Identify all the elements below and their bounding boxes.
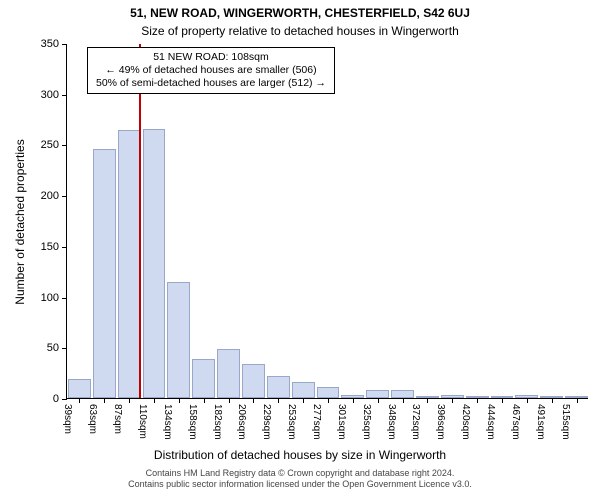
x-tick-label: 515sqm [560, 404, 571, 440]
footer-text: Contains HM Land Registry data © Crown c… [0, 468, 600, 491]
bar [143, 129, 166, 398]
bar [217, 349, 240, 398]
y-tick-label: 150 [41, 241, 67, 253]
x-tick-label: 277sqm [311, 404, 322, 440]
x-tick-mark [303, 398, 304, 403]
x-tick-mark [79, 398, 80, 403]
bar [118, 130, 141, 398]
bar [167, 282, 190, 398]
bar [93, 149, 116, 399]
x-tick-label: 491sqm [535, 404, 546, 440]
x-tick-label: 444sqm [485, 404, 496, 440]
x-tick-label: 467sqm [510, 404, 521, 440]
x-tick-mark [278, 398, 279, 403]
x-tick-mark [378, 398, 379, 403]
x-tick-mark [204, 398, 205, 403]
x-tick-label: 301sqm [336, 404, 347, 440]
x-tick-label: 325sqm [361, 404, 372, 440]
bar [242, 364, 265, 398]
x-axis-label: Distribution of detached houses by size … [0, 448, 600, 462]
y-tick-label: 200 [41, 190, 67, 202]
x-tick-mark [403, 398, 404, 403]
annotation-line: 50% of semi-detached houses are larger (… [96, 77, 326, 90]
y-tick-label: 250 [41, 139, 67, 151]
y-tick-label: 50 [47, 342, 67, 354]
title-line-2: Size of property relative to detached ho… [0, 24, 600, 38]
x-tick-mark [104, 398, 105, 403]
x-tick-label: 253sqm [286, 404, 297, 440]
annotation-box: 51 NEW ROAD: 108sqm← 49% of detached hou… [87, 47, 335, 94]
bars-layer [67, 44, 588, 398]
x-tick-mark [527, 398, 528, 403]
property-marker-line [139, 44, 141, 398]
bar [192, 359, 215, 398]
x-tick-label: 229sqm [261, 404, 272, 440]
bar [317, 387, 340, 398]
annotation-line: ← 49% of detached houses are smaller (50… [96, 64, 326, 77]
annotation-line: 51 NEW ROAD: 108sqm [96, 51, 326, 64]
bar [366, 390, 389, 398]
x-tick-mark [477, 398, 478, 403]
chart-container: 51, NEW ROAD, WINGERWORTH, CHESTERFIELD,… [0, 0, 600, 500]
footer-line-1: Contains HM Land Registry data © Crown c… [0, 468, 600, 479]
bar [391, 390, 414, 398]
x-tick-label: 87sqm [112, 404, 123, 434]
x-tick-mark [154, 398, 155, 403]
x-tick-mark [502, 398, 503, 403]
x-tick-label: 396sqm [435, 404, 446, 440]
plot-area: 51 NEW ROAD: 108sqm← 49% of detached hou… [66, 44, 588, 399]
y-tick-label: 100 [41, 292, 67, 304]
bar [68, 379, 91, 398]
x-tick-mark [129, 398, 130, 403]
x-tick-mark [577, 398, 578, 403]
x-tick-label: 206sqm [236, 404, 247, 440]
bar [267, 376, 290, 398]
footer-line-2: Contains public sector information licen… [0, 479, 600, 490]
x-tick-mark [179, 398, 180, 403]
x-tick-label: 182sqm [212, 404, 223, 440]
x-tick-label: 63sqm [87, 404, 98, 434]
title-line-1: 51, NEW ROAD, WINGERWORTH, CHESTERFIELD,… [0, 6, 600, 20]
x-tick-mark [353, 398, 354, 403]
x-tick-label: 110sqm [137, 404, 148, 439]
x-tick-label: 372sqm [410, 404, 421, 440]
x-tick-mark [229, 398, 230, 403]
y-tick-label: 300 [41, 89, 67, 101]
x-tick-mark [328, 398, 329, 403]
x-tick-mark [552, 398, 553, 403]
x-tick-label: 39sqm [62, 404, 73, 434]
y-tick-label: 350 [41, 38, 67, 50]
x-tick-mark [253, 398, 254, 403]
y-axis-label: Number of detached properties [13, 139, 27, 304]
bar [292, 382, 315, 398]
x-tick-label: 158sqm [187, 404, 198, 440]
x-tick-mark [427, 398, 428, 403]
x-tick-label: 420sqm [460, 404, 471, 440]
x-tick-label: 134sqm [162, 404, 173, 440]
x-tick-label: 348sqm [386, 404, 397, 440]
x-tick-mark [452, 398, 453, 403]
